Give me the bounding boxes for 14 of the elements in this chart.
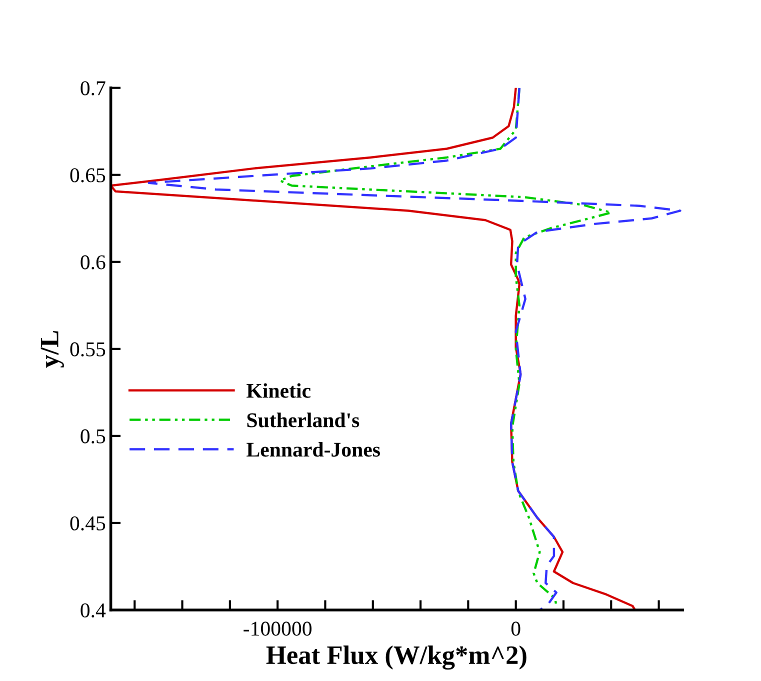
x-tick-label: 0 (511, 622, 520, 636)
legend-label: Sutherland's (247, 412, 360, 428)
x-axis-title: Heat Flux (W/kg*m^2) (266, 646, 526, 670)
y-tick-label: 0.6 (80, 255, 106, 270)
y-tick-label: 0.65 (70, 168, 106, 182)
y-axis-title: y/L (40, 330, 64, 368)
x-tick-label: -100000 (244, 622, 312, 636)
y-tick-label: 0.4 (80, 603, 106, 618)
y-tick-label: 0.7 (80, 81, 106, 96)
legend-label: Lennard-Jones (246, 442, 380, 457)
y-tick-label: 0.45 (70, 516, 106, 530)
y-tick-label: 0.5 (80, 429, 106, 444)
legend-label: Kinetic (246, 383, 310, 398)
y-tick-label: 0.55 (70, 342, 106, 356)
